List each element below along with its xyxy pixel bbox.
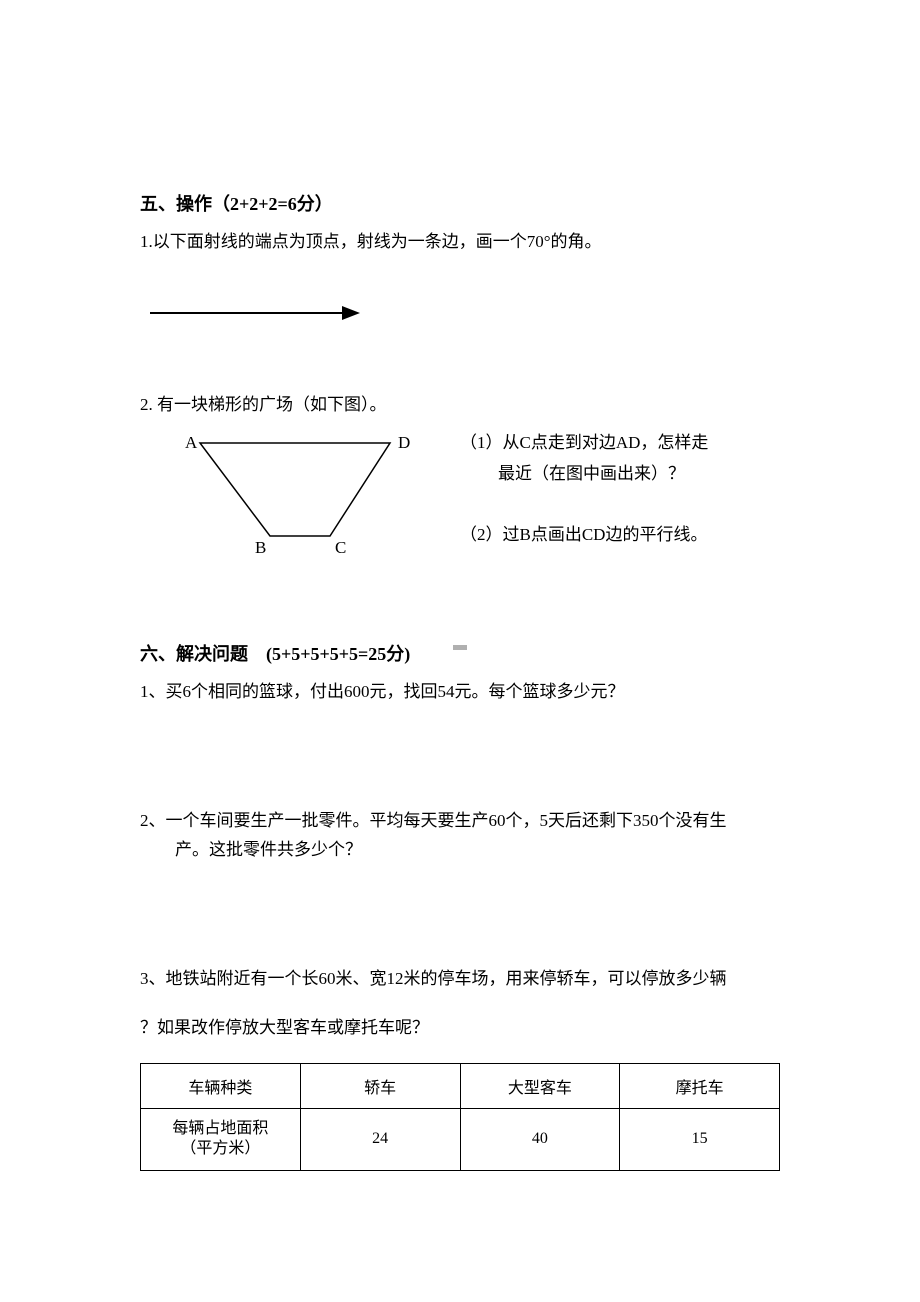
row-label-line2: （平方米） bbox=[149, 1139, 292, 1160]
q2-sub1-line2: 最近（在图中画出来）？ bbox=[460, 459, 708, 490]
q2-sub1-line1: （1）从C点走到对边AD，怎样走 bbox=[460, 428, 708, 459]
section-5-q2-sub1: （1）从C点走到对边AD，怎样走 最近（在图中画出来）？ bbox=[460, 428, 708, 489]
q2-line1: 2、一个车间要生产一批零件。平均每天要生产60个，5天后还剩下350个没有生 bbox=[140, 807, 780, 836]
table-header-cell: 轿车 bbox=[300, 1063, 460, 1108]
slide-indicator-icon bbox=[453, 645, 467, 650]
table-header-row: 车辆种类 轿车 大型客车 摩托车 bbox=[141, 1063, 780, 1108]
table-row: 每辆占地面积 （平方米） 24 40 15 bbox=[141, 1108, 780, 1171]
row-label-line1: 每辆占地面积 bbox=[149, 1119, 292, 1140]
section-6-q2: 2、一个车间要生产一批零件。平均每天要生产60个，5天后还剩下350个没有生 产… bbox=[140, 807, 780, 865]
section-5-q1: 1.以下面射线的端点为顶点，射线为一条边，画一个70°的角。 bbox=[140, 228, 780, 255]
trapezoid-figure: A D B C bbox=[170, 428, 420, 563]
section-5-q2-sub2: （2）过B点画出CD边的平行线。 bbox=[460, 520, 708, 551]
section-6-q1: 1、买6个相同的篮球，付出600元，找回54元。每个篮球多少元？ bbox=[140, 678, 780, 707]
section-6-q3: 3、地铁站附近有一个长60米、宽12米的停车场，用来停轿车，可以停放多少辆 ？如… bbox=[140, 965, 780, 1043]
table-header-cell: 摩托车 bbox=[620, 1063, 780, 1108]
trapezoid-svg: A D B C bbox=[170, 428, 420, 558]
vertex-label-a: A bbox=[185, 433, 198, 452]
q3-line1: 3、地铁站附近有一个长60米、宽12米的停车场，用来停轿车，可以停放多少辆 bbox=[140, 965, 780, 994]
section-5-heading: 五、操作（2+2+2=6分） bbox=[140, 190, 780, 216]
table-header-cell: 车辆种类 bbox=[141, 1063, 301, 1108]
ray-figure bbox=[150, 305, 780, 321]
table-row-label: 每辆占地面积 （平方米） bbox=[141, 1108, 301, 1171]
section-5-q2-intro: 2. 有一块梯形的广场（如下图）。 bbox=[140, 391, 780, 418]
vertex-label-d: D bbox=[398, 433, 410, 452]
table-header-cell: 大型客车 bbox=[460, 1063, 620, 1108]
table-cell: 15 bbox=[620, 1108, 780, 1171]
vehicle-table: 车辆种类 轿车 大型客车 摩托车 每辆占地面积 （平方米） 24 40 15 bbox=[140, 1063, 780, 1172]
table-cell: 40 bbox=[460, 1108, 620, 1171]
q2-line2: 产。这批零件共多少个？ bbox=[140, 836, 780, 865]
q3-line2: ？如果改作停放大型客车或摩托车呢？ bbox=[140, 1014, 780, 1043]
ray-svg bbox=[150, 305, 360, 321]
vertex-label-c: C bbox=[335, 538, 346, 557]
table-cell: 24 bbox=[300, 1108, 460, 1171]
vertex-label-b: B bbox=[255, 538, 266, 557]
